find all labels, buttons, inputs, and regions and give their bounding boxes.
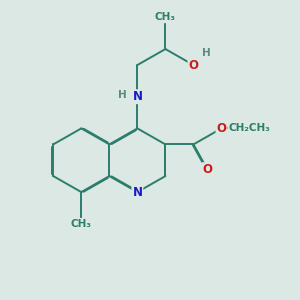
Text: O: O — [202, 163, 212, 176]
Text: O: O — [217, 122, 226, 135]
Text: N: N — [132, 186, 142, 199]
Text: H: H — [202, 48, 211, 58]
Text: H: H — [118, 90, 126, 100]
Text: CH₃: CH₃ — [71, 219, 92, 229]
Text: CH₃: CH₃ — [155, 12, 176, 22]
Text: CH₂CH₃: CH₂CH₃ — [229, 123, 271, 134]
Text: O: O — [188, 58, 199, 71]
Text: N: N — [132, 90, 142, 103]
